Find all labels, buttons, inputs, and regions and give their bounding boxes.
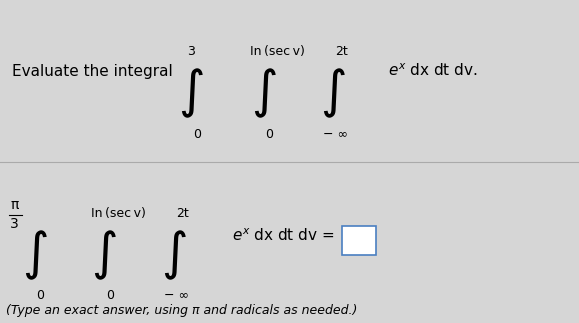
FancyBboxPatch shape — [342, 226, 376, 255]
Text: In (sec v): In (sec v) — [251, 45, 305, 58]
Text: 2t: 2t — [335, 45, 348, 58]
Text: $\int$: $\int$ — [320, 67, 346, 120]
Text: $e^x$ dx dt dv.: $e^x$ dx dt dv. — [388, 63, 478, 79]
Text: $\int$: $\int$ — [161, 228, 186, 282]
Text: (Type an exact answer, using π and radicals as needed.): (Type an exact answer, using π and radic… — [6, 304, 357, 317]
Text: 0: 0 — [265, 128, 273, 141]
Text: $\int$: $\int$ — [91, 228, 117, 282]
Text: 0: 0 — [193, 128, 201, 141]
Text: 2t: 2t — [176, 207, 189, 220]
Text: In (sec v): In (sec v) — [91, 207, 146, 220]
Text: $\int$: $\int$ — [251, 67, 276, 120]
Text: − ∞: − ∞ — [324, 128, 348, 141]
Text: $\int$: $\int$ — [178, 67, 204, 120]
Text: − ∞: − ∞ — [164, 289, 189, 302]
Text: 0: 0 — [106, 289, 114, 302]
Text: $e^x$ dx dt dv =: $e^x$ dx dt dv = — [232, 227, 334, 244]
Text: 0: 0 — [36, 289, 45, 302]
Text: $\int$: $\int$ — [22, 228, 47, 282]
Text: π: π — [10, 198, 19, 212]
Text: 3: 3 — [187, 45, 195, 58]
Text: Evaluate the integral: Evaluate the integral — [12, 64, 173, 78]
Text: 3: 3 — [10, 217, 19, 232]
